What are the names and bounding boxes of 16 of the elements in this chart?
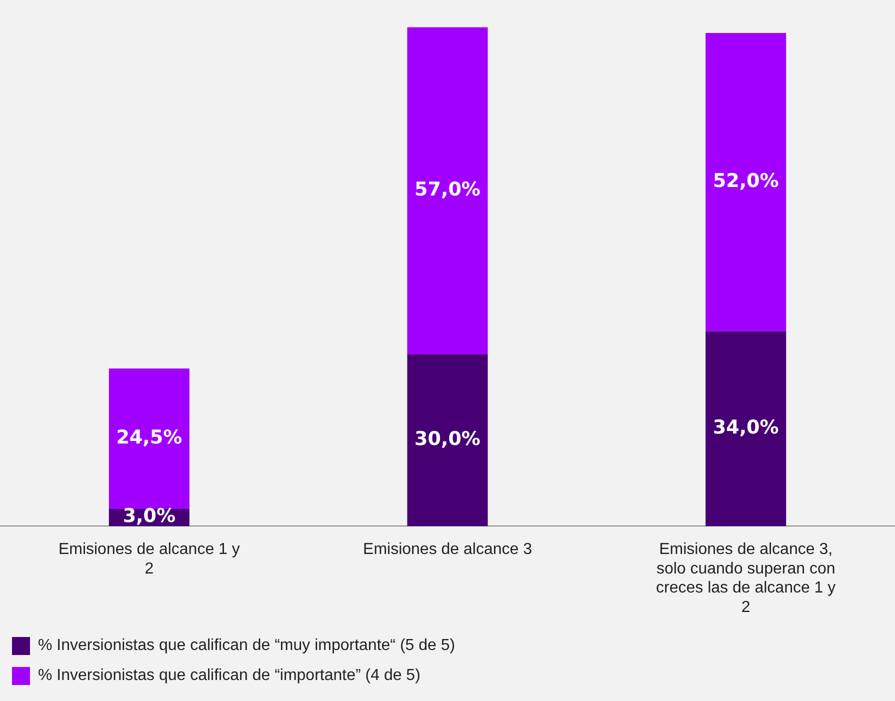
bar: [706, 331, 786, 526]
legend-label: % Inversionistas que califican de “importante” (4 de 5): [38, 667, 420, 685]
x-tick-label: Emisiones de alcance 3, solo cuando superan con creces las de alcance 1 y 2: [656, 541, 836, 616]
bar: [706, 32, 786, 332]
data-label: 24,5%: [116, 426, 182, 449]
data-label: 52,0%: [712, 170, 779, 192]
data-label: 3,0%: [122, 505, 176, 528]
legend-label: % Inversionistas que califican de “muy importante“ (5 de 5): [38, 637, 456, 655]
bar: [407, 354, 488, 526]
data-label: 34,0%: [712, 416, 779, 439]
bar: [108, 368, 190, 509]
data-label: 57,0%: [414, 178, 480, 201]
data-label: 30,0%: [414, 428, 480, 450]
x-tick-label: Emisiones de alcance 1 y 2: [58, 541, 240, 578]
bar: [407, 27, 488, 354]
x-tick-label: Emisiones de alcance 3: [363, 541, 532, 558]
